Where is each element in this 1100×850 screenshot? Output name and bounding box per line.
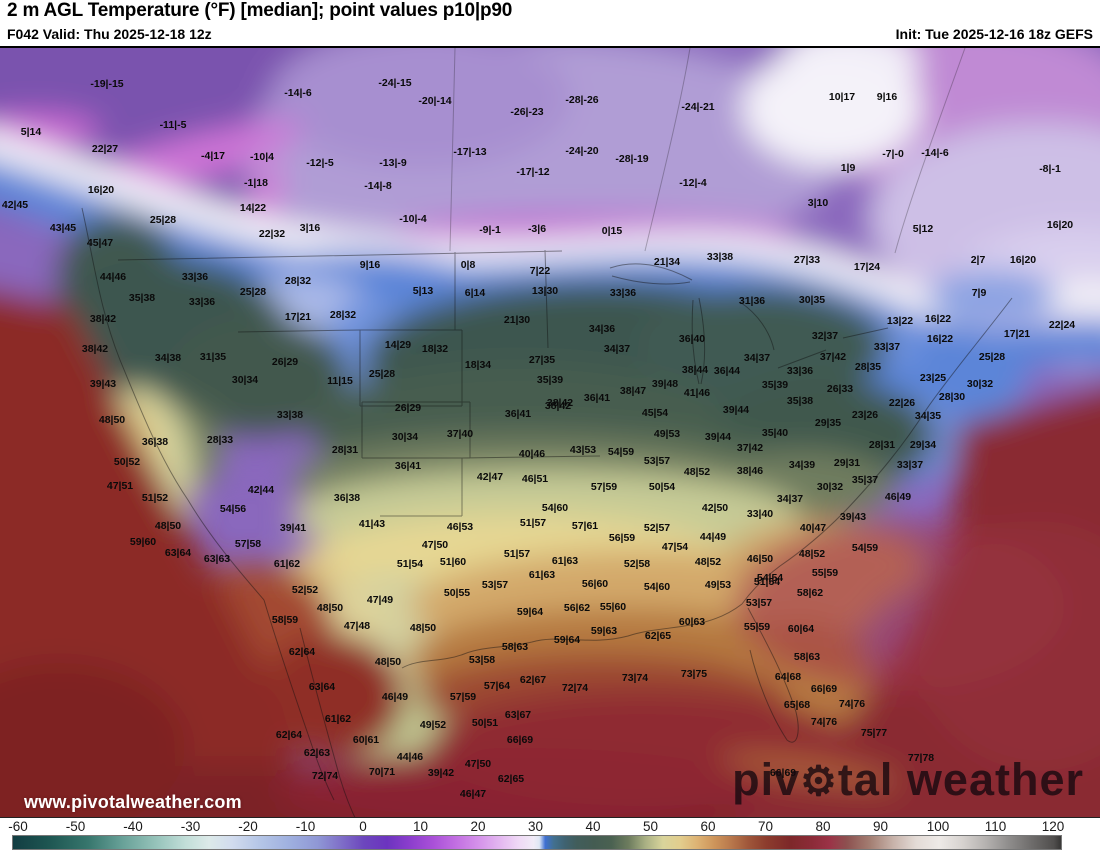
brand-pre: piv	[732, 754, 801, 805]
colorbar-tick: 20	[470, 819, 486, 834]
colorbar-tick: 90	[872, 819, 889, 834]
colorbar-tick: 110	[984, 819, 1007, 834]
colorbar-ticks: -60 -50 -40 -30 -20 -10 0 10 20 30 40 50 60 70 80 90 100…	[0, 818, 1100, 835]
colorbar-tick: 50	[642, 819, 659, 834]
brand-post: tal weather	[837, 754, 1084, 805]
colorbar-tick: -10	[295, 819, 316, 834]
colorbar-tick: -50	[65, 819, 86, 834]
colorbar-tick: 80	[815, 819, 831, 834]
temperature-map	[0, 46, 1100, 818]
colorbar-tick: -40	[123, 819, 143, 834]
colorbar-tick: -20	[238, 819, 258, 834]
temperature-field	[0, 48, 1100, 817]
colorbar-tick: 40	[585, 819, 601, 834]
colorbar-tick: 120	[1041, 819, 1065, 834]
brand-watermark: piv⚙tal weather	[732, 757, 1084, 802]
colorbar	[12, 835, 1062, 850]
colorbar-tick: 60	[700, 819, 716, 834]
borders	[81, 48, 1013, 817]
colorbar-tick: 100	[926, 819, 950, 834]
valid-time: F042 Valid: Thu 2025-12-18 12z	[7, 26, 212, 42]
colorbar-tick: 0	[359, 819, 367, 834]
colorbar-tick: 30	[527, 819, 544, 834]
colorbar-tick: -60	[8, 819, 28, 834]
gear-icon: ⚙	[800, 758, 838, 804]
colorbar-tick: -30	[180, 819, 201, 834]
header: 2 m AGL Temperature (°F) [median]; point…	[0, 0, 1100, 46]
url-watermark: www.pivotalweather.com	[24, 792, 242, 812]
init-time: Init: Tue 2025-12-16 18z GEFS	[895, 26, 1093, 42]
colorbar-tick: 70	[757, 819, 774, 834]
colorbar-tick: 10	[412, 819, 429, 834]
page-title: 2 m AGL Temperature (°F) [median]; point…	[7, 0, 513, 21]
